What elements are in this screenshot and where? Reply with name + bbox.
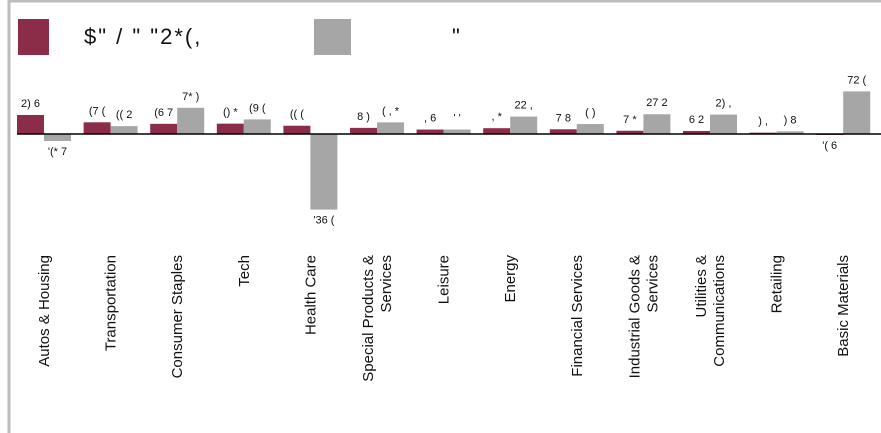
- bar-series-2-5: [377, 122, 404, 134]
- bar-series-2-9: [643, 114, 671, 134]
- category-label-12: Basic Materials: [835, 255, 852, 357]
- value-label-series-1-1: (7 (: [89, 105, 106, 117]
- value-label-series-1-12: '( 6: [822, 140, 837, 152]
- category-label-4: Health Care: [302, 255, 319, 335]
- value-label-series-1-11: ) ,: [758, 116, 768, 128]
- value-label-series-1-2: (6 7: [154, 107, 173, 119]
- category-label-line: Retailing: [769, 255, 786, 313]
- category-label-0: Autos & Housing: [36, 255, 53, 367]
- category-label-line: Financial Services: [569, 255, 586, 377]
- legend: $" / " "2*(, ": [18, 19, 462, 55]
- category-label-line: Tech: [236, 255, 253, 287]
- category-label-7: Energy: [502, 255, 519, 303]
- category-label-3: Tech: [236, 255, 253, 287]
- bar-series-2-10: [710, 114, 737, 134]
- category-labels-group: Autos & Housing Transportation Consumer St…: [36, 255, 852, 382]
- value-label-series-1-0: 2) 6: [21, 98, 40, 110]
- bar-series-1-2: [150, 123, 178, 134]
- bar-series-1-4: [283, 125, 311, 134]
- value-label-series-2-7: 22 ,: [515, 100, 533, 112]
- category-label-line: Services: [644, 255, 661, 313]
- category-label-2: Consumer Staples: [169, 255, 186, 378]
- category-label-1: Transportation: [103, 255, 120, 351]
- bar-series-2-7: [510, 116, 538, 134]
- value-label-series-1-8: 7 8: [556, 112, 571, 124]
- value-label-series-1-7: , *: [491, 111, 502, 123]
- value-label-series-1-3: () *: [223, 107, 238, 119]
- category-label-line: Special Products &: [360, 255, 377, 382]
- bar-series-1-3: [216, 123, 244, 134]
- category-label-line: Transportation: [103, 255, 120, 351]
- legend-label-series-2: ": [452, 24, 462, 49]
- value-label-series-2-10: 2) ,: [716, 98, 732, 110]
- bar-series-1-5: [350, 127, 377, 134]
- legend-swatch-series-1: [18, 19, 49, 55]
- value-label-series-2-6: ' ': [453, 113, 460, 125]
- bar-series-2-12: [843, 91, 871, 134]
- bar-series-2-0: [44, 134, 71, 141]
- category-label-5: Special Products & Services: [360, 255, 395, 382]
- bar-series-2-11: [776, 131, 804, 134]
- value-label-series-1-9: 7 *: [623, 114, 637, 126]
- bar-series-2-6: [443, 129, 471, 134]
- category-label-9: Industrial Goods & Services: [626, 255, 661, 378]
- value-label-series-2-0: '(* 7: [48, 146, 67, 158]
- bar-series-1-8: [549, 129, 577, 134]
- bar-series-2-8: [576, 124, 604, 134]
- legend-swatch-series-2: [314, 19, 351, 55]
- category-label-8: Financial Services: [569, 255, 586, 377]
- category-label-6: Leisure: [436, 255, 453, 304]
- bars-group: [17, 91, 871, 210]
- category-label-line: Services: [378, 255, 395, 313]
- bar-series-1-1: [83, 122, 111, 134]
- value-label-series-2-3: (9 (: [249, 102, 266, 114]
- bar-series-1-6: [416, 129, 444, 134]
- bar-series-1-0: [17, 114, 44, 134]
- value-label-series-2-12: 72 (: [847, 74, 866, 86]
- bar-series-2-3: [243, 119, 271, 134]
- bar-series-2-4: [310, 134, 338, 210]
- bar-series-2-2: [177, 107, 205, 134]
- value-label-series-2-9: 27 2: [646, 97, 667, 109]
- category-label-line: Health Care: [302, 255, 319, 335]
- category-label-line: Communications: [711, 255, 728, 367]
- bar-series-1-9: [616, 130, 644, 134]
- category-label-line: Consumer Staples: [169, 255, 186, 378]
- category-label-11: Retailing: [769, 255, 786, 313]
- value-label-series-2-1: (( 2: [116, 109, 133, 121]
- value-label-series-1-5: 8 ): [357, 111, 370, 123]
- value-label-series-1-4: (( (: [290, 109, 304, 121]
- category-label-line: Industrial Goods &: [626, 255, 643, 378]
- value-label-series-2-5: ( , *: [382, 105, 400, 117]
- value-label-series-2-11: ) 8: [784, 114, 797, 126]
- value-label-series-2-2: 7* ): [182, 91, 199, 103]
- value-label-series-1-10: 6 2: [689, 114, 704, 126]
- category-label-10: Utilities & Communications: [693, 255, 728, 367]
- value-labels-group: 2) 6 '(* 7 (7 ( (( 2 (6 7 7* ) () * (9 ( (( ( '36…: [21, 74, 866, 226]
- value-label-series-1-6: , 6: [424, 113, 436, 125]
- category-label-line: Autos & Housing: [36, 255, 53, 367]
- value-label-series-2-8: ( ): [585, 107, 595, 119]
- category-label-line: Energy: [502, 255, 519, 303]
- bar-series-1-7: [483, 128, 511, 134]
- bar-series-2-1: [110, 126, 138, 134]
- legend-label-series-1: $" / " "2*(,: [84, 24, 202, 49]
- value-label-series-2-4: '36 (: [313, 215, 334, 227]
- category-label-line: Utilities &: [693, 255, 710, 318]
- category-label-line: Leisure: [436, 255, 453, 304]
- category-label-line: Basic Materials: [835, 255, 852, 357]
- bar-series-1-10: [683, 130, 710, 134]
